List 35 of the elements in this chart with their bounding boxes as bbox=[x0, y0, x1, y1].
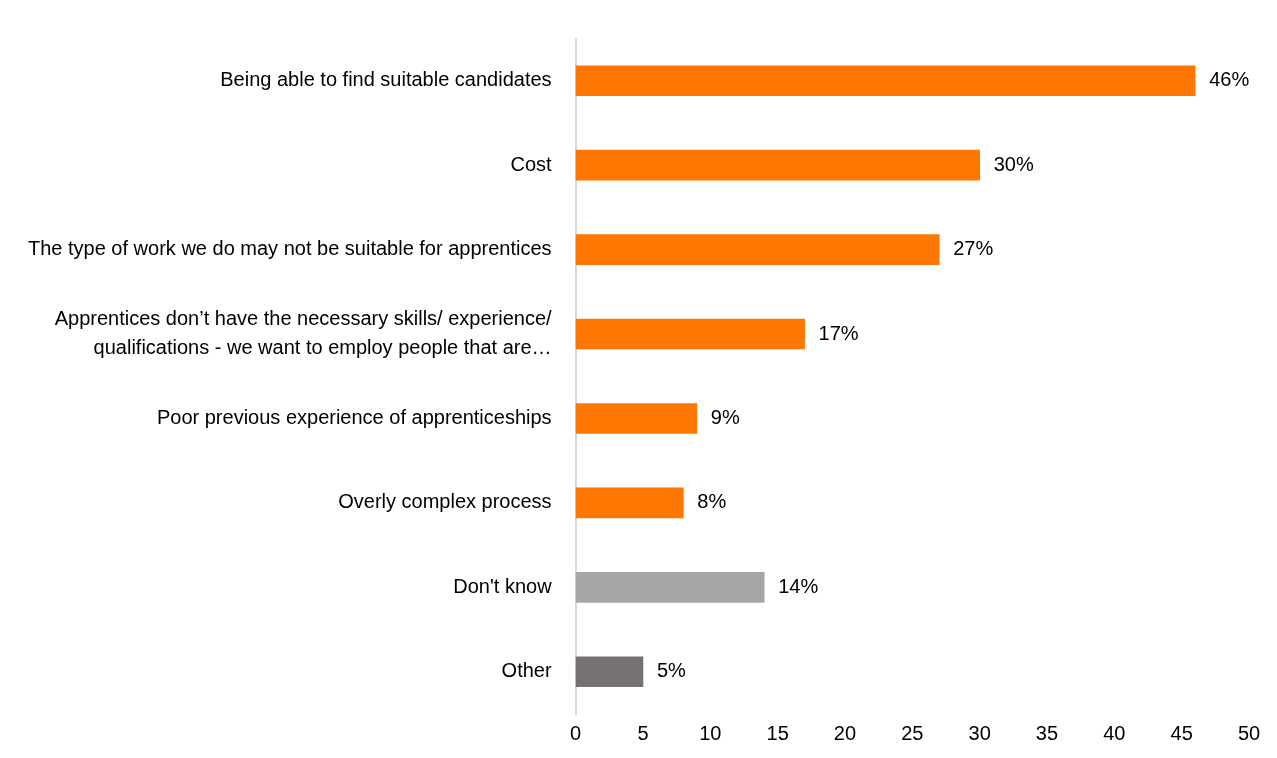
y-tick-label: Cost bbox=[510, 152, 553, 175]
bar bbox=[575, 403, 698, 434]
y-tick-label: Don't know bbox=[453, 574, 553, 597]
x-tick-label: 40 bbox=[1103, 721, 1126, 744]
x-tick-label: 20 bbox=[833, 721, 857, 744]
y-tick-label: Being able to find suitable candidates bbox=[220, 68, 552, 91]
y-tick-label: Poor previous experience of apprenticeships bbox=[156, 405, 552, 428]
data-label: 9% bbox=[710, 405, 740, 428]
x-tick-label: 15 bbox=[766, 721, 789, 744]
x-tick-label: 10 bbox=[699, 721, 722, 744]
data-label: 30% bbox=[993, 152, 1034, 175]
x-tick-label: 45 bbox=[1170, 721, 1193, 744]
x-tick-label: 50 bbox=[1237, 721, 1261, 744]
bar bbox=[575, 572, 765, 603]
bar bbox=[575, 149, 980, 181]
bar bbox=[575, 487, 684, 519]
x-tick-label: 0 bbox=[570, 721, 582, 744]
y-tick-label: Other bbox=[501, 659, 552, 682]
data-label: 5% bbox=[656, 659, 687, 682]
bar bbox=[575, 318, 805, 350]
x-tick-label: 35 bbox=[1035, 721, 1059, 744]
x-tick-label: 5 bbox=[637, 721, 649, 744]
x-tick-label: 30 bbox=[968, 721, 991, 744]
data-label: 27% bbox=[953, 237, 994, 260]
y-tick-label: Apprentices don’t have the necessary skills/ experience/ qualifications - we want to employ people that are… bbox=[54, 307, 553, 359]
y-tick-label: The type of work we do may not be suitable for apprentices bbox=[27, 237, 552, 260]
data-label: 14% bbox=[778, 574, 819, 597]
bar bbox=[575, 234, 940, 265]
data-label: 46% bbox=[1209, 68, 1250, 91]
bar bbox=[575, 65, 1196, 97]
bar bbox=[575, 656, 644, 688]
y-tick-label: Overly complex process bbox=[338, 490, 552, 513]
data-label: 17% bbox=[818, 321, 859, 344]
data-label: 8% bbox=[697, 490, 727, 513]
x-tick-label: 25 bbox=[901, 721, 924, 744]
